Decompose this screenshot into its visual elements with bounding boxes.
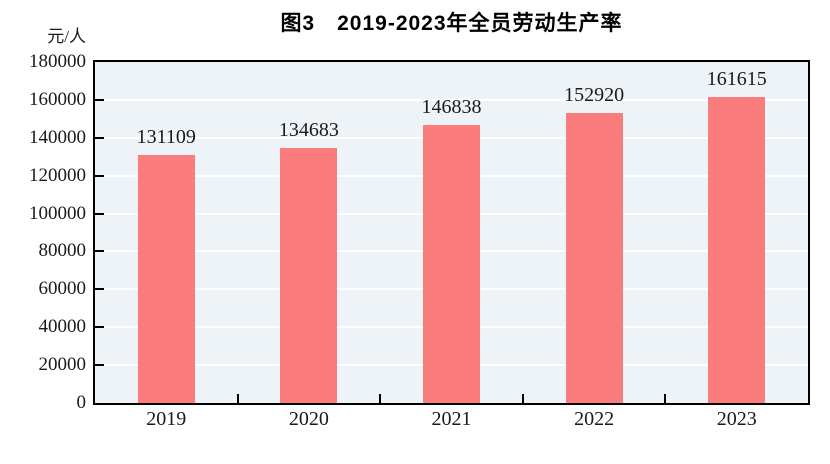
x-axis-tick-label: 2019 bbox=[146, 408, 187, 430]
chart-title: 图3 2019-2023年全员劳动生产率 bbox=[280, 12, 623, 35]
x-axis-tick bbox=[379, 394, 382, 403]
y-axis-tick-label: 60000 bbox=[38, 278, 87, 300]
x-axis-tick bbox=[236, 394, 239, 403]
y-axis-tick-label: 100000 bbox=[29, 202, 86, 224]
x-axis-tick-label: 2023 bbox=[716, 408, 757, 430]
bar-2019 bbox=[137, 154, 195, 403]
bar-2022 bbox=[565, 113, 623, 403]
y-axis-tick-label: 40000 bbox=[38, 316, 87, 338]
x-axis-tick bbox=[664, 394, 667, 403]
x-axis-tick-label: 2021 bbox=[431, 408, 472, 430]
bar-2023 bbox=[708, 96, 766, 403]
y-axis-tick bbox=[95, 250, 104, 253]
y-axis-tick bbox=[95, 98, 104, 101]
x-axis-tick bbox=[521, 394, 524, 403]
y-axis-tick-label: 180000 bbox=[29, 51, 86, 72]
y-axis-tick-label: 140000 bbox=[29, 126, 86, 148]
bar-value-label: 146838 bbox=[421, 95, 482, 118]
y-axis-tick-label: 160000 bbox=[29, 88, 86, 110]
y-axis-tick-label: 120000 bbox=[29, 164, 86, 186]
y-axis-tick bbox=[95, 212, 104, 215]
x-axis-tick-label: 2022 bbox=[574, 408, 615, 430]
y-axis-tick bbox=[95, 326, 104, 329]
gridline bbox=[95, 98, 808, 101]
plot-area bbox=[93, 60, 810, 405]
y-axis-tick bbox=[95, 364, 104, 367]
y-axis-tick bbox=[95, 174, 104, 177]
y-axis-tick-label: 80000 bbox=[38, 240, 87, 262]
bar-value-label: 131109 bbox=[136, 125, 196, 148]
bar-value-label: 152920 bbox=[564, 84, 625, 107]
x-axis-tick-label: 2020 bbox=[288, 408, 329, 430]
bar-value-label: 161615 bbox=[706, 67, 767, 90]
bar-value-label: 134683 bbox=[278, 118, 339, 141]
y-axis-tick-label: 0 bbox=[76, 392, 87, 413]
y-axis-unit-label: 元/人 bbox=[47, 27, 86, 46]
y-axis-tick-label: 20000 bbox=[38, 354, 87, 376]
y-axis-tick bbox=[95, 288, 104, 291]
bar-2021 bbox=[423, 124, 480, 403]
bar-2020 bbox=[280, 147, 338, 403]
y-axis-tick bbox=[95, 136, 104, 139]
